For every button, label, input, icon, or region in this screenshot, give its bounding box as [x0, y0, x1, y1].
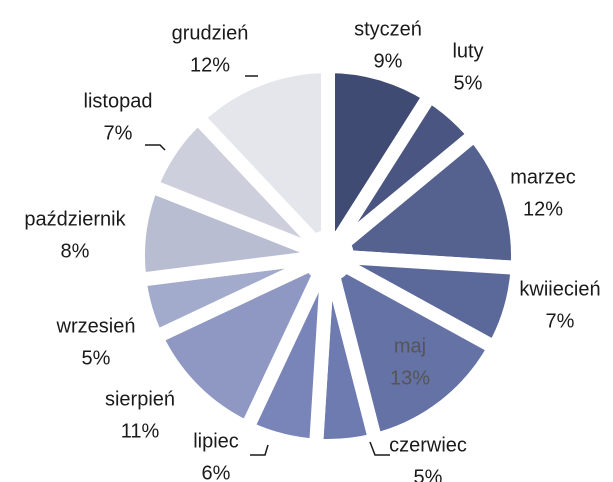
labels: styczeń 9% luty 5% marzec 12% kwiiecień 7% maj 13…	[24, 18, 600, 482]
value-label: 7%	[546, 310, 575, 332]
value-label: 11%	[121, 420, 160, 442]
category-label: listopad	[84, 90, 153, 112]
category-label: maj	[394, 335, 426, 357]
category-label: październik	[24, 208, 126, 230]
pie-slice	[146, 241, 343, 438]
value-label: 5%	[82, 347, 111, 369]
value-label: 5%	[414, 466, 443, 482]
pie-center	[302, 230, 354, 282]
pie-slice	[188, 58, 335, 274]
category-label: kwiiecień	[519, 278, 600, 300]
category-label: wrzesień	[56, 315, 136, 337]
leader-line	[369, 441, 390, 456]
category-label: styczeń	[354, 18, 422, 40]
category-label: czerwiec	[389, 434, 467, 456]
category-label: luty	[452, 40, 483, 62]
value-label: 5%	[454, 72, 483, 94]
category-label: sierpień	[105, 388, 175, 410]
value-label: 6%	[202, 462, 231, 482]
value-label: 12%	[523, 198, 563, 220]
value-label: 7%	[104, 122, 133, 144]
category-label: marzec	[510, 166, 576, 188]
category-label: grudzień	[172, 22, 249, 44]
value-label: 13%	[390, 367, 430, 389]
value-label: 8%	[61, 240, 90, 262]
leader-line	[145, 144, 166, 151]
value-label: 9%	[374, 50, 403, 72]
pie	[131, 58, 526, 454]
category-label: lipiec	[193, 430, 239, 452]
leader-line	[250, 444, 269, 456]
value-label: 12%	[190, 54, 230, 76]
leader-lines	[145, 75, 390, 456]
pie-slice	[309, 125, 525, 276]
